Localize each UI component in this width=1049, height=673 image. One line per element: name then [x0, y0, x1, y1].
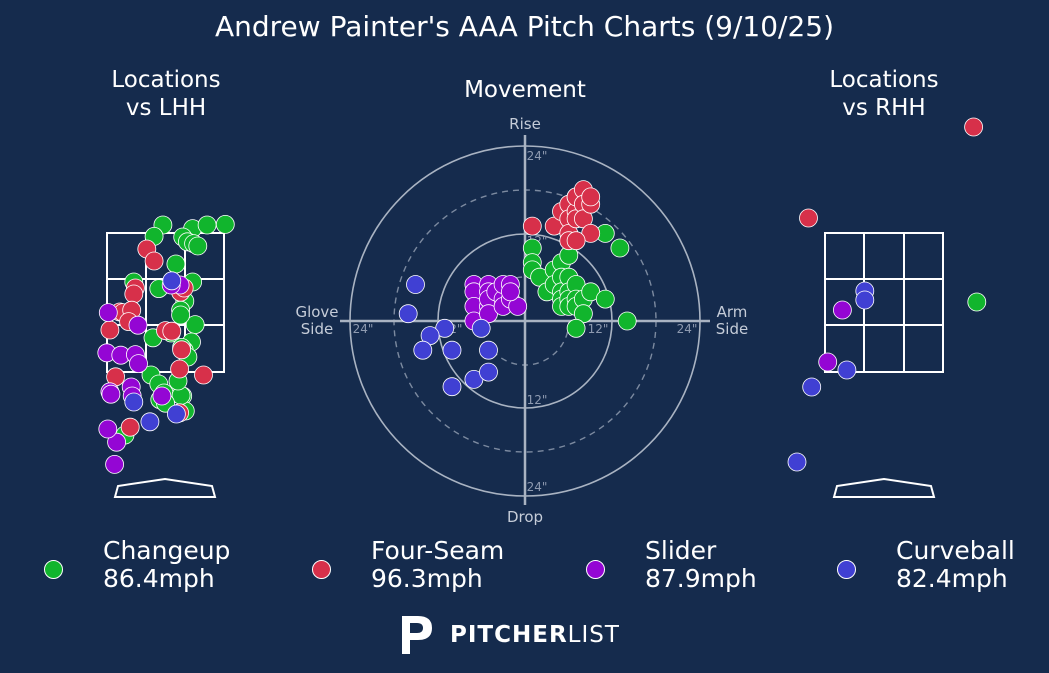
lhh-panel-title: Locations vs LHH [46, 66, 286, 122]
movement-labels: Rise Drop Glove Side Arm Side 24" 12" 12… [295, 115, 748, 526]
rhh-title-line1: Locations [829, 67, 939, 93]
legend-item-slider: Slider 87.9mph [645, 537, 757, 593]
ring-12-bottom-label: 12" [527, 393, 548, 407]
ring-12-right-label: 12" [588, 322, 609, 336]
rhh-title-line2: vs RHH [842, 95, 926, 121]
glove-side-label-1: Glove [295, 303, 338, 321]
pitch-point-changeup [188, 236, 208, 256]
pitch-point-curveball [479, 340, 498, 360]
legend-item-curveball: Curveball 82.4mph [896, 537, 1015, 593]
legend-item-changeup: Changeup 86.4mph [103, 537, 230, 593]
rhh-home-plate [832, 477, 936, 498]
legend-curveball-speed: 82.4mph [896, 564, 1008, 593]
legend-changeup-name: Changeup [103, 536, 231, 565]
pitch-point-changeup [617, 311, 637, 331]
pitch-point-slider [818, 352, 838, 372]
pitch-point-curveball [398, 304, 418, 324]
pitch-point-fourseam [522, 216, 542, 236]
pitch-point-curveball [140, 412, 160, 432]
glove-side-label-2: Side [301, 320, 333, 338]
pitch-point-slider [98, 419, 118, 439]
legend-fourseam-marker [312, 560, 331, 579]
drop-label: Drop [507, 508, 543, 526]
pitch-point-changeup [595, 289, 615, 309]
pitch-point-fourseam [964, 117, 983, 137]
pitch-point-curveball [413, 340, 433, 360]
pitch-point-curveball [124, 392, 144, 412]
pitch-point-curveball [442, 377, 462, 397]
pitch-point-slider [833, 300, 852, 320]
pitch-point-changeup [215, 214, 235, 234]
pitch-point-fourseam [172, 340, 192, 360]
pitch-point-changeup [967, 292, 987, 312]
legend-slider-name: Slider [645, 536, 717, 565]
arm-side-label-1: Arm [717, 303, 748, 321]
pitch-point-curveball [479, 362, 498, 382]
ring-24-left-label: 24" [353, 322, 374, 336]
pitch-point-slider [107, 432, 126, 452]
ring-24-bottom-label: 24" [527, 480, 548, 494]
pitch-point-curveball [471, 318, 491, 338]
chart-title: Andrew Painter's AAA Pitch Charts (9/10/… [214, 10, 835, 43]
legend-slider-speed: 87.9mph [645, 564, 757, 593]
pitch-point-fourseam [100, 320, 120, 340]
pitch-point-curveball [802, 377, 822, 397]
pitch-point-changeup [171, 305, 191, 325]
lhh-title-line2: vs LHH [125, 95, 207, 121]
lhh-title-line1: Locations [111, 67, 221, 93]
pitch-points [97, 117, 987, 474]
arm-side-label-2: Side [716, 320, 748, 338]
pitch-point-changeup [166, 254, 186, 274]
pitch-point-curveball [442, 340, 462, 360]
legend-slider-marker [586, 560, 605, 579]
movement-panel-title: Movement [464, 77, 586, 103]
pitcherlist-wordmark: PITCHERLIST [450, 622, 620, 648]
pitch-point-slider [152, 386, 172, 406]
pitch-point-changeup [610, 238, 630, 258]
pitcherlist-p-icon [402, 616, 432, 654]
pitch-point-fourseam [566, 231, 586, 251]
pitch-point-slider [101, 384, 121, 404]
pitch-point-slider [500, 282, 520, 302]
pitch-point-curveball [162, 271, 182, 291]
pitch-point-curveball [406, 275, 425, 294]
pitch-point-fourseam [581, 187, 601, 207]
pitch-point-fourseam [799, 208, 818, 228]
pitch-point-slider [105, 454, 124, 474]
legend-curveball-name: Curveball [896, 536, 1015, 565]
pitch-point-curveball [837, 360, 857, 380]
movement-grid [340, 135, 710, 505]
pitch-point-fourseam [124, 284, 144, 304]
pitch-point-fourseam [144, 251, 164, 271]
pitch-point-fourseam [194, 365, 213, 385]
ring-24-top-label: 24" [527, 149, 548, 163]
legend-item-fourseam: Four-Seam 96.3mph [371, 537, 504, 593]
rise-label: Rise [509, 115, 541, 133]
pitch-point-changeup [566, 318, 586, 338]
pitch-point-fourseam [162, 321, 182, 341]
brand-bold-text: PITCHER [450, 622, 568, 648]
rhh-panel-title: Locations vs RHH [764, 66, 1004, 122]
pitch-point-slider [128, 315, 148, 335]
brand-light-text: LIST [567, 622, 620, 648]
legend-curveball-marker [837, 560, 856, 579]
legend-changeup-speed: 86.4mph [103, 564, 215, 593]
legend-fourseam-name: Four-Seam [371, 536, 505, 565]
pitch-point-slider [98, 303, 118, 323]
lhh-home-plate [113, 477, 217, 498]
ring-24-right-label: 24" [677, 322, 698, 336]
pitch-point-fourseam [170, 359, 190, 379]
pitch-point-slider [129, 354, 148, 374]
legend-changeup-marker [44, 560, 63, 579]
pitch-point-curveball [166, 404, 186, 424]
pitch-point-fourseam [120, 417, 140, 437]
pitch-point-curveball [855, 290, 875, 310]
pitch-point-changeup [197, 215, 217, 235]
pitch-point-curveball [787, 452, 807, 472]
legend-fourseam-speed: 96.3mph [371, 564, 483, 593]
